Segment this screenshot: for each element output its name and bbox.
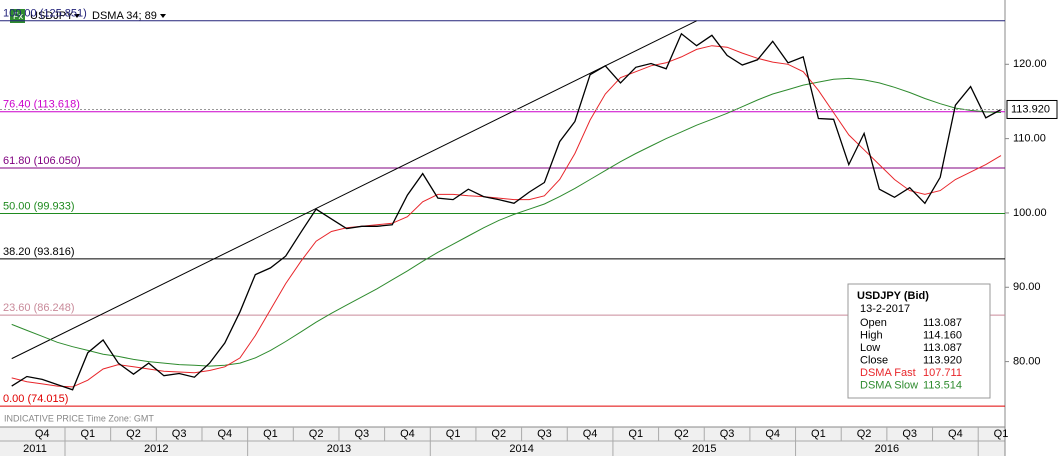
fib-label: 100.00 (125.851) (3, 8, 87, 20)
y-tick-label: 100.00 (1013, 207, 1047, 219)
last-price-box (1006, 99, 1058, 119)
y-tick-label: 90.00 (1013, 281, 1041, 293)
year-label: 2012 (144, 443, 168, 455)
symbol[interactable]: USDJPY (30, 10, 74, 22)
quarter-label: Q2 (126, 428, 141, 440)
last-price-label: 113.920 (1011, 103, 1050, 115)
quarter-label: Q1 (811, 428, 826, 440)
info-date: 13-2-2017 (860, 303, 910, 315)
y-tick-label: 120.00 (1013, 58, 1047, 70)
quarter-label: Q1 (994, 428, 1009, 440)
quarter-label: Q1 (628, 428, 643, 440)
quarter-label: Q4 (35, 428, 50, 440)
info-label: Low (860, 342, 880, 354)
info-value: 113.087 (923, 317, 962, 329)
quarter-label: Q3 (172, 428, 187, 440)
info-value: 113.087 (923, 342, 962, 354)
year-label: 2014 (509, 443, 533, 455)
header: Fx USDJPY DSMA 34; 89 (10, 9, 166, 23)
year-label: 2016 (875, 443, 899, 455)
dropdown-arrow[interactable] (160, 14, 166, 18)
quarter-label: Q2 (491, 428, 506, 440)
fib-label: 76.40 (113.618) (3, 99, 80, 111)
year-label: 2015 (692, 443, 716, 455)
fib-label: 23.60 (86.248) (3, 302, 75, 314)
quarter-label: Q2 (857, 428, 872, 440)
fx-icon (10, 9, 25, 23)
quarter-label: Q3 (537, 428, 552, 440)
info-label: DSMA Slow (860, 379, 918, 391)
footer: INDICATIVE PRICE Time Zone: GMT (4, 413, 154, 423)
info-label: DSMA Fast (860, 367, 916, 379)
quarter-label: Q1 (446, 428, 461, 440)
quarter-label: Q4 (217, 428, 232, 440)
quarter-label: Q1 (80, 428, 95, 440)
quarter-label: Q2 (674, 428, 689, 440)
quarter-label: Q2 (309, 428, 324, 440)
year-label: 2011 (23, 443, 47, 455)
quarter-label: Q4 (400, 428, 415, 440)
info-label: Close (860, 354, 888, 366)
info-label: High (860, 329, 883, 341)
dsma-line (11, 77, 1002, 367)
quarter-label: Q3 (902, 428, 917, 440)
year-label: 2013 (327, 443, 351, 455)
price-line (11, 32, 1002, 391)
fib-label: 38.20 (93.816) (3, 246, 75, 258)
quarter-label: Q4 (948, 428, 963, 440)
info-value: 113.920 (923, 354, 962, 366)
dsma-line (11, 45, 1002, 388)
info-value: 113.514 (923, 379, 962, 391)
info-label: Open (860, 317, 887, 329)
info-value: 114.160 (923, 329, 962, 341)
dropdown-arrow[interactable] (74, 14, 80, 18)
quarter-label: Q4 (765, 428, 780, 440)
fib-label: 50.00 (99.933) (3, 200, 75, 212)
fib-label: 0.00 (74.015) (3, 393, 68, 405)
quarter-label: Q1 (263, 428, 278, 440)
trendline (11, 20, 697, 360)
quarter-label: Q3 (354, 428, 369, 440)
info-title: USDJPY (Bid) (857, 290, 929, 302)
y-tick-label: 110.00 (1013, 133, 1046, 145)
fib-label: 61.80 (106.050) (3, 155, 81, 167)
fx-icon-text: Fx (13, 11, 23, 21)
info-box (847, 283, 991, 399)
quarter-label: Q3 (720, 428, 735, 440)
y-tick-label: 80.00 (1013, 355, 1041, 367)
info-value: 107.711 (923, 367, 962, 379)
indicator[interactable]: DSMA 34; 89 (92, 10, 157, 22)
quarter-label: Q4 (583, 428, 598, 440)
